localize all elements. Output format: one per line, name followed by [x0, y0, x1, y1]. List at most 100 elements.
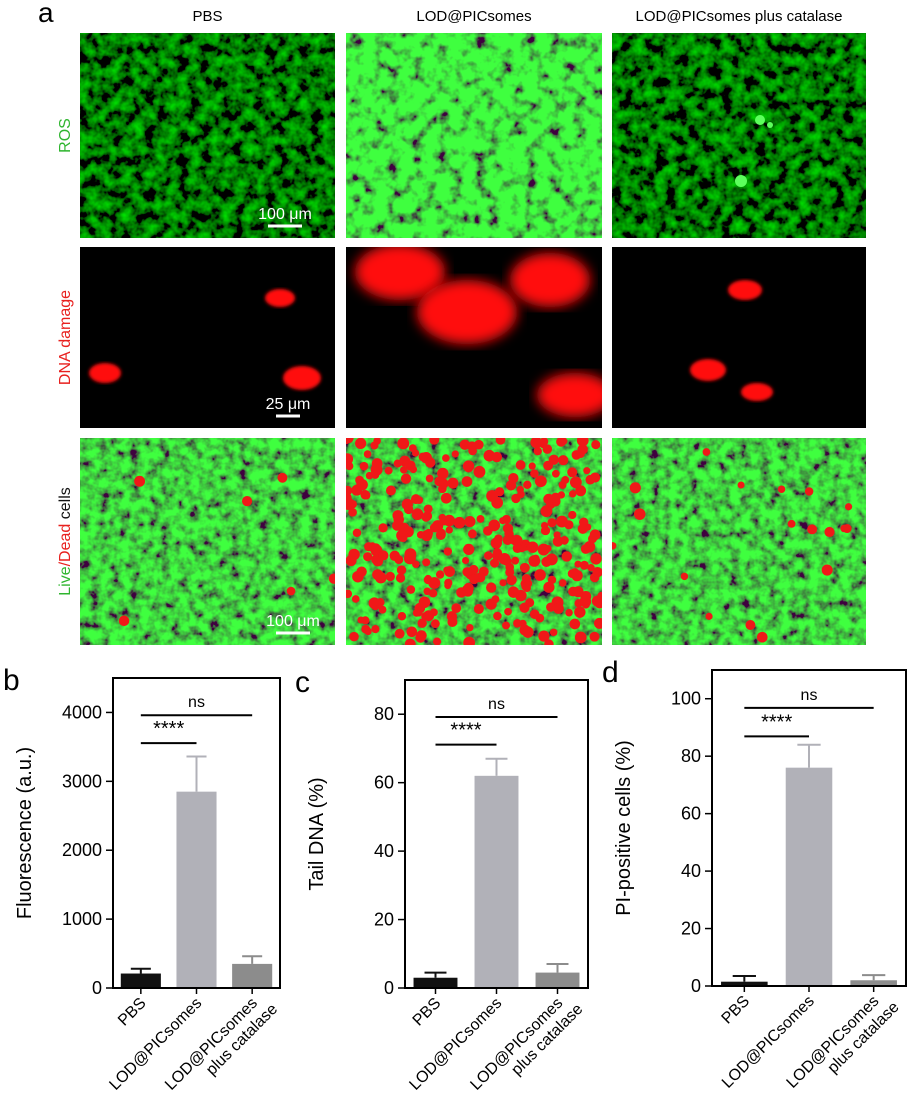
significance-label: ns — [188, 694, 205, 711]
dead-cell — [447, 477, 459, 489]
dead-cell — [590, 553, 602, 565]
image-bg — [80, 438, 335, 645]
dead-cell — [352, 528, 362, 538]
dead-cell — [384, 466, 393, 475]
dead-cell — [490, 537, 502, 549]
dead-cell — [437, 467, 449, 480]
dead-cell — [538, 630, 550, 642]
panel-label: b — [3, 664, 20, 697]
micrograph-content — [80, 247, 335, 428]
dead-cell — [428, 589, 438, 598]
dead-cell — [445, 526, 453, 534]
image-bg — [612, 247, 866, 428]
dead-cell — [438, 513, 447, 522]
row-label: Live/Dead cells — [57, 487, 74, 596]
nucleus — [265, 289, 295, 307]
dead-cell — [401, 498, 413, 511]
dead-cell — [442, 454, 450, 462]
dead-cell — [360, 489, 370, 500]
dead-cell — [462, 567, 473, 577]
dead-cell — [359, 461, 369, 471]
y-tick-label: 3000 — [62, 771, 102, 791]
dead-cell — [371, 543, 381, 553]
dead-cell — [575, 608, 585, 618]
bar — [176, 791, 217, 988]
dead-cell — [504, 607, 512, 616]
dead-cell — [530, 438, 542, 448]
panel-label: a — [38, 0, 54, 28]
nucleus — [283, 366, 321, 390]
micrograph-content — [346, 247, 602, 428]
dead-cell — [537, 543, 550, 556]
micrograph-content — [612, 247, 866, 428]
row-label: DNA damage — [57, 290, 74, 385]
dead-cell — [409, 465, 418, 474]
y-tick-label: 0 — [691, 976, 701, 996]
dead-cell — [425, 474, 434, 483]
x-tick-label: PBS — [719, 993, 754, 1028]
dead-cell — [483, 449, 496, 462]
micrograph-content — [80, 438, 335, 645]
dead-cell — [565, 608, 573, 617]
panel-label: d — [602, 656, 619, 689]
dead-cell — [412, 609, 421, 617]
dead-cell — [418, 596, 431, 609]
dead-cell — [411, 508, 424, 521]
row-label-part: DNA damage — [57, 290, 74, 385]
dead-cell — [378, 523, 388, 533]
dead-cell — [363, 552, 373, 562]
dead-cell — [526, 541, 539, 553]
dead-cell — [463, 582, 474, 594]
dead-cell — [787, 519, 796, 528]
nucleus — [510, 253, 590, 307]
micrograph — [346, 247, 602, 428]
dead-cell — [444, 581, 452, 590]
dead-cell — [365, 471, 374, 480]
dead-cell — [511, 556, 520, 565]
plot-frame — [112, 677, 281, 989]
dead-cell — [589, 631, 600, 642]
nucleus — [728, 280, 762, 300]
micrograph-content — [346, 438, 602, 645]
dead-cell — [845, 503, 853, 511]
dead-cell — [473, 603, 484, 614]
dead-cell — [395, 573, 406, 583]
nucleus — [741, 383, 773, 401]
dead-cell — [421, 512, 431, 522]
dead-cell — [557, 491, 566, 499]
dead-cell — [361, 616, 370, 625]
micrograph — [346, 438, 602, 645]
dead-cell — [574, 631, 587, 644]
micrograph-content — [346, 33, 602, 238]
dead-cell — [824, 526, 835, 538]
cell — [755, 115, 765, 125]
dead-cell — [473, 465, 486, 478]
micrograph-content — [612, 33, 866, 238]
dead-cell — [394, 628, 405, 639]
dead-cell — [561, 551, 573, 562]
dead-cell — [551, 469, 560, 478]
micrograph — [612, 438, 866, 645]
dead-cell — [569, 618, 581, 630]
significance-label: ns — [488, 696, 505, 713]
nucleus — [537, 373, 602, 417]
dead-cell — [534, 475, 547, 488]
dead-cell — [737, 481, 745, 489]
dead-cell — [533, 446, 542, 456]
dead-cell — [575, 485, 587, 497]
dead-cell — [498, 552, 511, 565]
dead-cell — [577, 523, 588, 534]
image-bg — [80, 247, 335, 428]
dead-cell — [400, 466, 408, 474]
dead-cell — [370, 441, 379, 450]
dead-cell — [422, 558, 431, 567]
panel-label: c — [295, 666, 310, 699]
dead-cell — [558, 455, 569, 466]
bar — [120, 973, 161, 988]
dead-cell — [406, 585, 416, 594]
dead-cell — [569, 490, 577, 498]
y-tick-label: 20 — [681, 919, 701, 939]
dead-cell — [549, 628, 558, 637]
dead-cell — [540, 505, 553, 518]
